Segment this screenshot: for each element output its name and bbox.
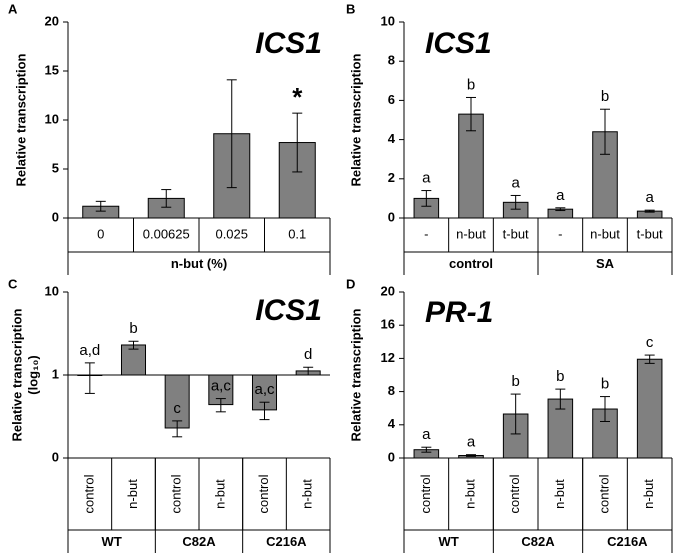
chart-title: ICS1 [255,294,322,327]
chart-title: ICS1 [255,27,322,60]
annotation: d [304,346,312,363]
y-tick-label: 10 [45,283,59,298]
chart-title: ICS1 [425,27,492,60]
y-axis-label: Relative transcription [348,53,363,186]
x-tick-label: n-but [300,479,315,509]
x-tick-label: control [418,474,433,513]
y-tick-label: 0 [388,449,395,464]
x-axis-label: n-but (%) [171,256,227,271]
y-tick-label: 6 [388,92,395,107]
group-label: C82A [182,534,216,549]
group-label: C216A [266,534,307,549]
x-tick-label: - [558,226,562,241]
annotation: a [645,189,654,206]
annotation: b [511,373,519,390]
y-tick-label: 8 [388,53,395,68]
x-tick-label: 0.1 [288,226,306,241]
group-label: C216A [607,534,648,549]
annotation: b [601,88,609,105]
group-label: C82A [521,534,555,549]
x-tick-label: n-but [212,479,227,509]
annotation: b [556,368,564,385]
x-tick-label: n-but [125,479,140,509]
y-tick-label: 1 [52,366,59,381]
x-tick-label: control [507,474,522,513]
annotation: a,d [79,342,100,359]
y-tick-label: 10 [381,13,395,28]
group-label: WT [102,534,122,549]
x-tick-label: control [256,474,271,513]
annotation: a [467,434,476,451]
y-tick-label: 0 [388,209,395,224]
y-tick-label: 4 [388,416,396,431]
annotation: c [646,334,654,351]
y-tick-label: 16 [381,317,395,332]
panel-label: D [346,276,355,291]
x-tick-label: n-but [590,226,620,241]
y-axis-label: Relative transcription [13,53,28,186]
annotation: a,c [211,378,232,395]
x-tick-label: n-but [456,226,486,241]
x-tick-label: t-but [503,226,529,241]
group-label: SA [596,256,615,271]
x-tick-label: - [424,226,428,241]
chart-title: PR-1 [425,296,493,329]
x-tick-label: control [169,474,184,513]
y-tick-label: 12 [381,350,395,365]
panel-label: C [8,276,18,291]
y-tick-label: 0 [52,209,59,224]
y-tick-label: 5 [52,160,59,175]
x-tick-label: n-but [641,479,656,509]
x-tick-label: n-but [462,479,477,509]
y-axis-label: (log₁₀) [25,355,40,394]
bar [164,374,190,429]
y-tick-label: 0 [52,449,59,464]
annotation: * [292,82,303,112]
panel-label: A [8,1,18,16]
y-tick-label: 10 [45,111,59,126]
annotation: a [511,174,520,191]
group-label: WT [439,534,459,549]
annotation: b [467,76,475,93]
bar [636,358,663,459]
x-tick-label: t-but [637,226,663,241]
y-axis-label: Relative transcription [9,308,24,441]
annotation: a [556,187,565,204]
annotation: a [422,170,431,187]
y-tick-label: 20 [45,13,59,28]
y-axis-label: Relative transcription [348,308,363,441]
x-tick-label: control [596,474,611,513]
x-tick-label: control [81,474,96,513]
x-tick-label: n-but [552,479,567,509]
annotation: a [422,426,431,443]
annotation: b [601,376,609,393]
y-tick-label: 15 [45,62,59,77]
x-tick-label: 0.00625 [143,226,190,241]
annotation: c [173,400,181,417]
annotation: b [129,320,137,337]
y-tick-label: 2 [388,170,395,185]
group-label: control [449,256,493,271]
panel-label: B [346,1,355,16]
y-tick-label: 20 [381,283,395,298]
annotation: a,c [254,381,275,398]
y-tick-label: 8 [388,383,395,398]
x-tick-label: 0.025 [215,226,248,241]
x-tick-label: 0 [97,226,104,241]
y-tick-label: 4 [388,131,396,146]
